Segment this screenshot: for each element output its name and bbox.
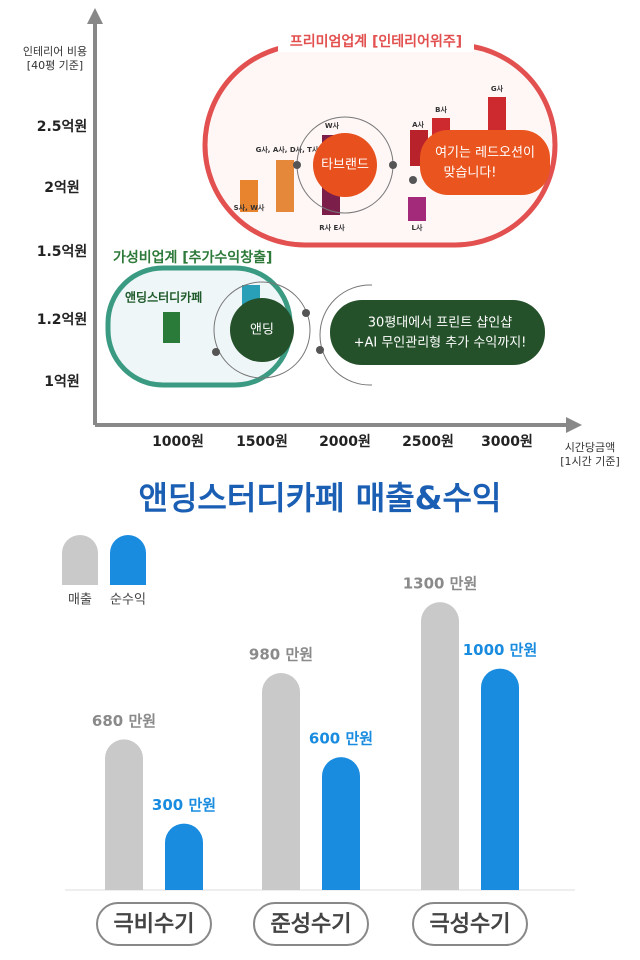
bubble [313,133,377,197]
y-label: 2억원 [44,180,80,196]
bar [421,602,459,890]
brand-label: W사 [325,121,340,130]
y-label: 1억원 [44,374,80,390]
y-label: 1.2억원 [37,312,88,328]
bar [262,673,300,890]
dot [389,161,397,169]
brand-label: A사 [412,120,424,129]
legend-label: 순수익 [110,593,146,608]
brand-name: 앤딩스터디카페 [125,290,202,305]
y-label: 2.5억원 [37,119,88,135]
value-label: 1300 만원 [403,575,478,593]
orbit [319,284,373,386]
x-label: 2500원 [402,434,454,450]
title-bg [278,32,474,52]
category-pill [253,902,369,946]
brand-bar [488,97,506,131]
callout-text: 여기는 레드오션이 [435,146,535,161]
bar [322,757,360,890]
chart-title: 앤딩스터디카페 매출&수익 [139,479,502,517]
y-axis-title: 인테리어 비용 [23,45,87,58]
callout-text: 30평대에서 프린트 샵인샵 [368,316,512,331]
category-pill [412,902,528,946]
x-label: 3000원 [481,434,533,450]
value-label: 600 만원 [309,730,373,748]
brand-label: L사 [412,223,423,232]
bubble-label: 타브랜드 [321,158,369,173]
bubble-label: 앤딩 [250,323,274,338]
brand-label: G사, A사, D사, T사 [256,145,319,154]
dot [409,176,417,184]
bar [105,739,143,890]
value-label: 300 만원 [152,796,216,814]
dot [302,309,310,317]
legend-swatch [62,535,98,585]
callout [420,130,550,195]
x-label: 2000원 [319,434,371,450]
x-axis-title: [1시간 기준] [560,455,620,468]
value-label: 680 만원 [92,712,156,730]
x-tick-label: 극비수기 [114,912,195,937]
callout-text: 맞습니다! [443,166,496,181]
bar [165,823,203,890]
brand-bar [276,160,294,212]
value-label: 1000 만원 [463,641,538,659]
x-axis-title: 시간당금액 [565,441,616,454]
brand-label: R사 E사 [319,223,345,232]
value-title: 가성비업계 [추가수익창출] [113,249,272,266]
brand-label: S사, W사 [234,203,265,212]
dot [293,161,301,169]
x-tick-label: 준성수기 [271,912,352,937]
callout-text: +AI 무인관리형 추가 수익까지! [354,336,527,351]
legend-label: 매출 [68,593,92,608]
callout [330,300,545,365]
brand-bar [408,197,426,221]
x-arrow [566,417,582,433]
brand-label: B사 [435,105,447,114]
category-pill [96,902,212,946]
value-label: 980 만원 [249,646,313,664]
premium-title: 프리미엄업계 [인테리어위주] [290,33,462,50]
y-label: 1.5억원 [37,244,88,260]
brand-bar [240,180,258,212]
brand-label: G사 [491,84,504,93]
y-arrow [87,8,103,24]
bubble [230,298,294,362]
orbit [213,281,311,379]
dot [212,348,220,356]
bar [481,668,519,890]
legend-swatch [110,535,146,585]
x-tick-label: 극성수기 [430,912,511,937]
brand-bar [163,312,180,343]
x-label: 1000원 [152,434,204,450]
x-label: 1500원 [236,434,288,450]
y-axis-title: [40평 기준] [27,59,83,72]
dot [316,346,324,354]
